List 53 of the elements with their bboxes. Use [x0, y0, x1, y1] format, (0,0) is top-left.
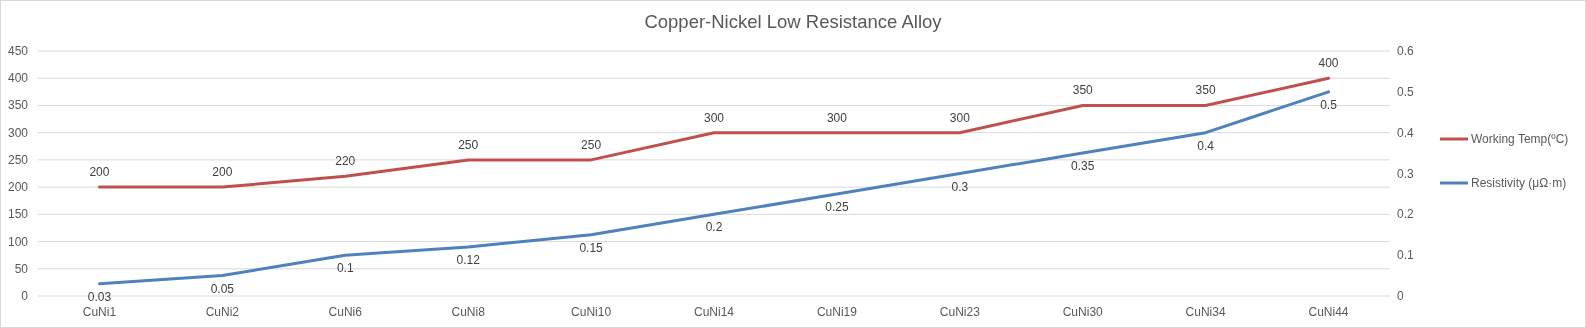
- y-tick-label: 300: [7, 125, 29, 140]
- data-label: 400: [1318, 56, 1339, 71]
- y2-tick-label: 0.2: [1397, 207, 1415, 222]
- y2-tick-label: 0.5: [1397, 84, 1415, 99]
- legend-label: Working Temp(ºC): [1471, 132, 1569, 146]
- y2-tick-label: 0.4: [1397, 125, 1415, 140]
- x-tick-label: CuNi8: [451, 305, 486, 319]
- data-label: 200: [212, 165, 233, 180]
- y2-tick-label: 0.6: [1397, 44, 1415, 58]
- data-label: 0.03: [87, 289, 112, 304]
- x-tick-label: CuNi19: [816, 305, 858, 319]
- data-label: 0.4: [1197, 138, 1215, 153]
- data-label: 350: [1195, 83, 1216, 98]
- data-label: 220: [335, 154, 356, 169]
- x-tick-label: CuNi30: [1062, 305, 1104, 319]
- x-tick-label: CuNi14: [693, 305, 735, 319]
- data-label: 300: [826, 110, 848, 125]
- y-tick-label: 350: [7, 98, 29, 113]
- y-tick-label: 250: [7, 152, 29, 167]
- data-label: 300: [949, 110, 971, 125]
- data-label: 350: [1072, 83, 1094, 98]
- y-tick-label: 100: [7, 234, 29, 249]
- data-label: 300: [703, 110, 725, 125]
- data-label: 0.2: [705, 220, 723, 235]
- data-label: 0.3: [951, 179, 969, 194]
- y-tick-label: 450: [7, 44, 29, 58]
- data-label: 0.1: [336, 261, 354, 276]
- data-label: 250: [458, 137, 479, 152]
- data-label: 250: [581, 137, 602, 152]
- x-tick-label: CuNi2: [205, 305, 240, 319]
- chart-title: Copper-Nickel Low Resistance Alloy: [644, 11, 943, 32]
- data-label: 0.25: [825, 199, 849, 214]
- data-label: 0.35: [1071, 159, 1095, 174]
- y-tick-label: 400: [7, 71, 29, 86]
- y-tick-label: 50: [14, 261, 29, 276]
- data-label: 0.5: [1320, 97, 1338, 112]
- data-label: 0.12: [456, 253, 481, 267]
- x-tick-label: CuNi6: [328, 305, 363, 319]
- data-label: 0.05: [210, 281, 235, 296]
- x-tick-label: CuNi10: [571, 305, 612, 319]
- data-label: 200: [89, 165, 110, 180]
- y2-tick-label: 0: [1397, 289, 1404, 303]
- y2-tick-label: 0.3: [1397, 166, 1415, 181]
- data-label: 0.15: [579, 240, 604, 255]
- legend-label: Resistivity (μΩ·m): [1471, 176, 1567, 190]
- y-tick-label: 200: [7, 180, 29, 195]
- y-tick-label: 150: [7, 207, 29, 222]
- x-tick-label: CuNi34: [1185, 305, 1226, 319]
- y2-tick-label: 0.1: [1397, 248, 1415, 263]
- x-tick-label: CuNi1: [82, 305, 117, 319]
- y-tick-label: 0: [21, 289, 29, 303]
- x-tick-label: CuNi44: [1308, 305, 1349, 319]
- x-tick-label: CuNi23: [939, 305, 981, 319]
